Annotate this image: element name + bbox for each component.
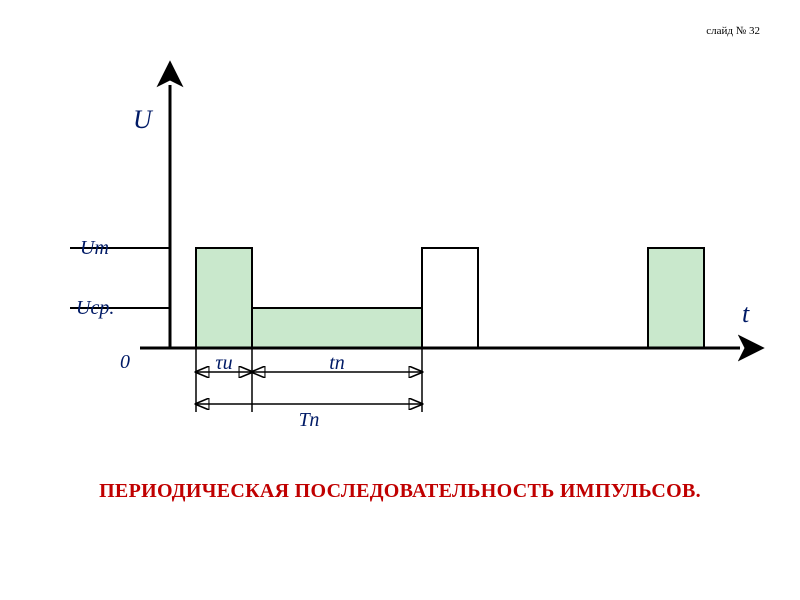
svg-text:τи: τи [215, 352, 232, 374]
svg-text:0: 0 [120, 351, 130, 373]
svg-text:Um: Um [80, 237, 109, 259]
figure-title: ПЕРИОДИЧЕСКАЯ ПОСЛЕДОВАТЕЛЬНОСТЬ ИМПУЛЬС… [0, 480, 800, 503]
svg-text:U: U [133, 105, 154, 134]
svg-text:t: t [742, 299, 750, 328]
pulse-diagram: Ut 0 Um Uср. τи tп Тп [0, 0, 800, 600]
svg-text:Uср.: Uср. [76, 297, 114, 319]
svg-text:tп: tп [329, 352, 345, 374]
svg-text:Тп: Тп [299, 409, 320, 431]
